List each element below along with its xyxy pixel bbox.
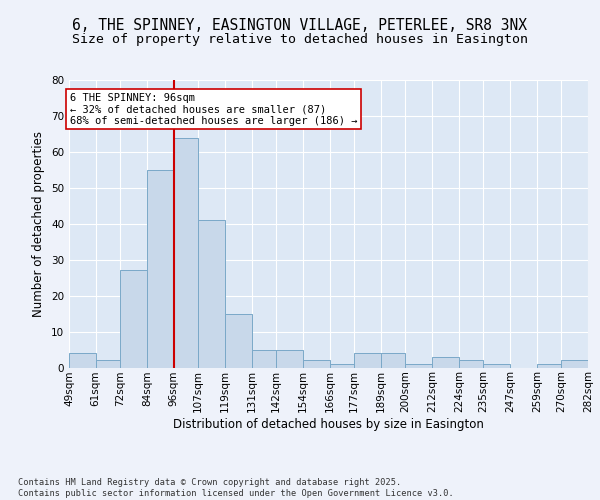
Bar: [225, 314, 251, 368]
Text: Size of property relative to detached houses in Easington: Size of property relative to detached ho…: [72, 33, 528, 46]
Bar: [406, 364, 432, 368]
Bar: [147, 170, 173, 368]
Bar: [561, 360, 588, 368]
Bar: [198, 220, 225, 368]
Text: Contains HM Land Registry data © Crown copyright and database right 2025.
Contai: Contains HM Land Registry data © Crown c…: [18, 478, 454, 498]
Bar: [432, 356, 459, 368]
Text: 6 THE SPINNEY: 96sqm
← 32% of detached houses are smaller (87)
68% of semi-detac: 6 THE SPINNEY: 96sqm ← 32% of detached h…: [70, 92, 358, 126]
Bar: [381, 353, 406, 368]
Text: 6, THE SPINNEY, EASINGTON VILLAGE, PETERLEE, SR8 3NX: 6, THE SPINNEY, EASINGTON VILLAGE, PETER…: [73, 18, 527, 34]
Bar: [354, 353, 381, 368]
Y-axis label: Number of detached properties: Number of detached properties: [32, 130, 46, 317]
Bar: [251, 350, 276, 368]
Bar: [329, 364, 354, 368]
Bar: [96, 360, 120, 368]
Bar: [303, 360, 329, 368]
Bar: [173, 138, 198, 368]
Bar: [537, 364, 561, 368]
Bar: [120, 270, 147, 368]
Bar: [69, 353, 96, 368]
Bar: [276, 350, 303, 368]
Bar: [484, 364, 510, 368]
X-axis label: Distribution of detached houses by size in Easington: Distribution of detached houses by size …: [173, 418, 484, 431]
Bar: [459, 360, 484, 368]
